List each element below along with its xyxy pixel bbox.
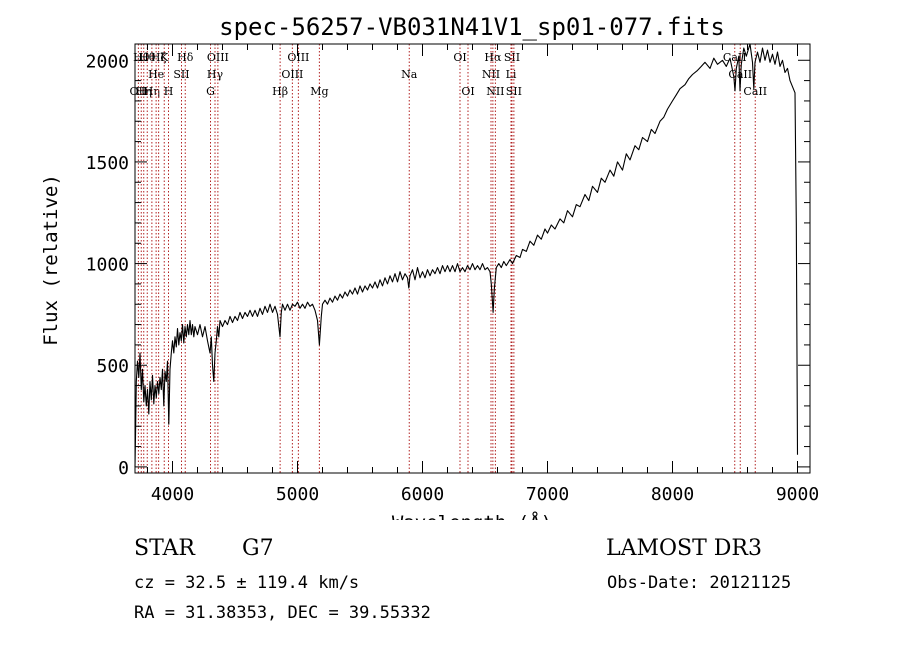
line-marker-label: OI xyxy=(453,51,466,64)
line-marker-label: OIII xyxy=(287,51,309,64)
y-tick-label: 1000 xyxy=(86,255,129,276)
line-marker-label: OII xyxy=(130,85,148,98)
x-tick-label: 5000 xyxy=(276,484,319,505)
line-marker-label: OIII xyxy=(207,51,229,64)
observation-date: Obs-Date: 20121125 xyxy=(607,573,792,593)
line-marker-label: He xyxy=(148,68,164,81)
axes: 4000 5000 6000 7000 8000 9000 0 500 1000 1500 2000 xyxy=(86,44,819,505)
coordinates: RA = 31.38353, DEC = 39.55332 xyxy=(134,603,431,623)
line-marker-label: OIII xyxy=(281,68,303,81)
line-marker-label: Hη xyxy=(144,85,160,98)
line-marker-label: Na xyxy=(401,68,418,81)
x-tick-label: 9000 xyxy=(776,484,819,505)
x-tick-label: 6000 xyxy=(401,484,444,505)
spectrum-chart: spec-56257-VB031N41V1_sp01-077.fits OIIH… xyxy=(40,13,819,520)
y-tick-label: 500 xyxy=(96,356,129,377)
line-marker-label: Hδ xyxy=(177,51,194,64)
line-marker-label: CaII xyxy=(743,85,767,98)
line-marker-label: Hη xyxy=(136,85,152,98)
line-marker-label: NII xyxy=(486,85,504,98)
y-tick-label: 1500 xyxy=(86,153,129,174)
x-tick-label: 4000 xyxy=(151,484,194,505)
line-marker-label: Mg xyxy=(310,85,328,98)
plot-frame xyxy=(134,43,811,474)
chart-title: spec-56257-VB031N41V1_sp01-077.fits xyxy=(219,13,725,41)
line-marker-label: SII xyxy=(173,68,189,81)
line-marker-label: NII xyxy=(482,68,500,81)
line-marker-label: Hα xyxy=(484,51,502,64)
object-subclass: G7 xyxy=(242,536,274,561)
y-tick-label: 0 xyxy=(118,458,129,479)
line-marker-label: Hζ xyxy=(151,51,167,64)
line-marker-label: SII xyxy=(506,85,522,98)
x-tick-label: 7000 xyxy=(526,484,569,505)
line-marker-label: G xyxy=(206,85,215,98)
line-marker-label: H xyxy=(164,85,174,98)
object-class: STAR xyxy=(134,536,195,561)
line-markers: OIIHθHηHθHηHeHζKHSIIHδGHγOIIIHβOIIIOIIIM… xyxy=(130,44,767,473)
spectrum-line xyxy=(134,43,799,467)
line-marker-label: Hβ xyxy=(272,85,288,98)
y-tick-label: 2000 xyxy=(86,51,129,72)
redshift-velocity: cz = 32.5 ± 119.4 km/s xyxy=(134,573,360,593)
x-axis-label: Wavelength (Å) xyxy=(392,511,552,520)
line-marker-label: K xyxy=(160,51,169,64)
line-marker-label: SII xyxy=(504,51,520,64)
survey-name: LAMOST DR3 xyxy=(606,536,762,561)
line-marker-label: OI xyxy=(461,85,474,98)
x-tick-label: 8000 xyxy=(651,484,694,505)
y-axis-label: Flux (relative) xyxy=(40,174,62,346)
line-marker-label: Li xyxy=(506,68,517,81)
line-marker-label: Hγ xyxy=(207,68,224,81)
spectrum-series xyxy=(134,43,799,467)
